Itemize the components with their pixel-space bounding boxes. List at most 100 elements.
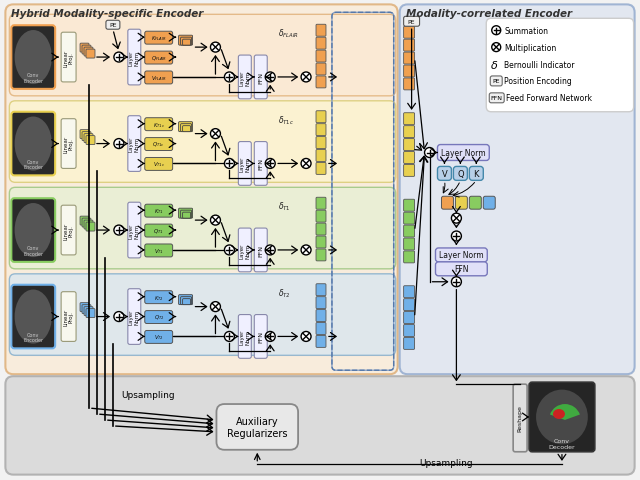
Text: Layer
Norm: Layer Norm [129, 137, 140, 152]
FancyBboxPatch shape [254, 142, 268, 186]
FancyBboxPatch shape [254, 56, 268, 100]
FancyBboxPatch shape [10, 102, 396, 183]
Text: Linear
Proj.: Linear Proj. [63, 49, 74, 67]
FancyBboxPatch shape [316, 38, 326, 50]
FancyBboxPatch shape [316, 198, 326, 210]
Circle shape [265, 332, 275, 342]
FancyBboxPatch shape [179, 295, 193, 305]
Text: FFN: FFN [259, 158, 263, 170]
FancyBboxPatch shape [316, 124, 326, 136]
FancyBboxPatch shape [180, 211, 191, 219]
FancyBboxPatch shape [238, 228, 252, 272]
FancyBboxPatch shape [84, 221, 93, 229]
Text: Auxiliary
Regularizers: Auxiliary Regularizers [227, 416, 287, 438]
Circle shape [211, 302, 220, 312]
FancyBboxPatch shape [456, 197, 467, 210]
Circle shape [301, 332, 311, 342]
FancyBboxPatch shape [145, 72, 173, 85]
Text: $\delta$: $\delta$ [490, 59, 499, 71]
Text: $V_{FLAIR}$: $V_{FLAIR}$ [151, 74, 166, 83]
FancyBboxPatch shape [316, 150, 326, 162]
FancyBboxPatch shape [404, 200, 415, 212]
Text: Modality-correlated Encoder: Modality-correlated Encoder [406, 9, 572, 19]
FancyBboxPatch shape [84, 134, 93, 143]
FancyBboxPatch shape [404, 325, 415, 337]
Text: Summation: Summation [504, 27, 548, 36]
Text: Conv
Encoder: Conv Encoder [23, 159, 44, 170]
FancyBboxPatch shape [10, 274, 396, 356]
FancyBboxPatch shape [106, 21, 120, 30]
Text: PE: PE [408, 20, 415, 24]
FancyBboxPatch shape [10, 15, 396, 96]
FancyBboxPatch shape [12, 112, 55, 176]
FancyBboxPatch shape [216, 404, 298, 450]
Circle shape [114, 53, 124, 63]
FancyBboxPatch shape [529, 383, 595, 452]
FancyBboxPatch shape [316, 111, 326, 123]
FancyBboxPatch shape [404, 213, 415, 225]
Ellipse shape [15, 31, 52, 85]
FancyBboxPatch shape [61, 120, 76, 169]
FancyBboxPatch shape [399, 5, 635, 374]
Text: Layer
Norm: Layer Norm [239, 243, 250, 258]
FancyBboxPatch shape [12, 285, 55, 348]
FancyBboxPatch shape [316, 310, 326, 322]
Text: $K_{T1}$: $K_{T1}$ [154, 207, 164, 216]
FancyBboxPatch shape [182, 126, 191, 132]
FancyBboxPatch shape [404, 165, 415, 177]
Circle shape [225, 73, 234, 83]
FancyBboxPatch shape [490, 77, 502, 87]
Text: Upsampling: Upsampling [420, 458, 473, 467]
Text: Layer
Norm: Layer Norm [239, 329, 250, 345]
FancyBboxPatch shape [453, 167, 467, 181]
Circle shape [301, 159, 311, 169]
FancyBboxPatch shape [404, 40, 415, 52]
Text: $V_{T2}$: $V_{T2}$ [154, 333, 164, 342]
Circle shape [114, 312, 124, 322]
FancyBboxPatch shape [84, 48, 93, 57]
Text: $\delta_{FLAIR}$: $\delta_{FLAIR}$ [278, 28, 300, 40]
Text: Layer
Norm: Layer Norm [239, 156, 250, 172]
FancyBboxPatch shape [12, 199, 55, 263]
FancyBboxPatch shape [86, 309, 95, 318]
Circle shape [225, 159, 234, 169]
FancyBboxPatch shape [238, 142, 252, 186]
FancyBboxPatch shape [404, 152, 415, 164]
Ellipse shape [15, 204, 52, 258]
FancyBboxPatch shape [404, 312, 415, 324]
FancyBboxPatch shape [469, 167, 483, 181]
Text: $\delta_{T1c}$: $\delta_{T1c}$ [278, 114, 294, 127]
FancyBboxPatch shape [84, 307, 93, 316]
Text: $Q_{T1}$: $Q_{T1}$ [154, 227, 164, 236]
FancyBboxPatch shape [80, 303, 89, 312]
Circle shape [114, 139, 124, 149]
Text: FFN: FFN [454, 265, 468, 274]
Text: $Q_{FLAIR}$: $Q_{FLAIR}$ [150, 54, 167, 63]
Circle shape [211, 216, 220, 226]
FancyBboxPatch shape [316, 64, 326, 76]
FancyBboxPatch shape [404, 27, 415, 39]
FancyBboxPatch shape [61, 292, 76, 342]
FancyBboxPatch shape [86, 50, 95, 59]
Ellipse shape [15, 117, 52, 171]
Text: Conv
Encoder: Conv Encoder [23, 245, 44, 256]
FancyBboxPatch shape [316, 224, 326, 236]
FancyBboxPatch shape [404, 66, 415, 78]
Text: Feed Forward Network: Feed Forward Network [506, 94, 592, 103]
Text: Layer
Norm: Layer Norm [129, 309, 140, 324]
Text: FFN: FFN [259, 72, 263, 84]
Text: Layer
Norm: Layer Norm [129, 223, 140, 238]
Text: Conv
Encoder: Conv Encoder [23, 332, 44, 343]
Text: FFN: FFN [259, 244, 263, 256]
Text: $K_{T2}$: $K_{T2}$ [154, 293, 164, 302]
FancyBboxPatch shape [404, 79, 415, 91]
Circle shape [225, 245, 234, 255]
Text: Multiplication: Multiplication [504, 44, 556, 52]
Text: Bernoulli Indicator: Bernoulli Indicator [504, 60, 575, 70]
FancyBboxPatch shape [486, 19, 634, 112]
FancyBboxPatch shape [5, 5, 397, 374]
Circle shape [265, 245, 275, 255]
FancyBboxPatch shape [316, 284, 326, 296]
Text: $\delta_{T2}$: $\delta_{T2}$ [278, 287, 291, 300]
Text: $Q_{T2}$: $Q_{T2}$ [154, 313, 164, 322]
